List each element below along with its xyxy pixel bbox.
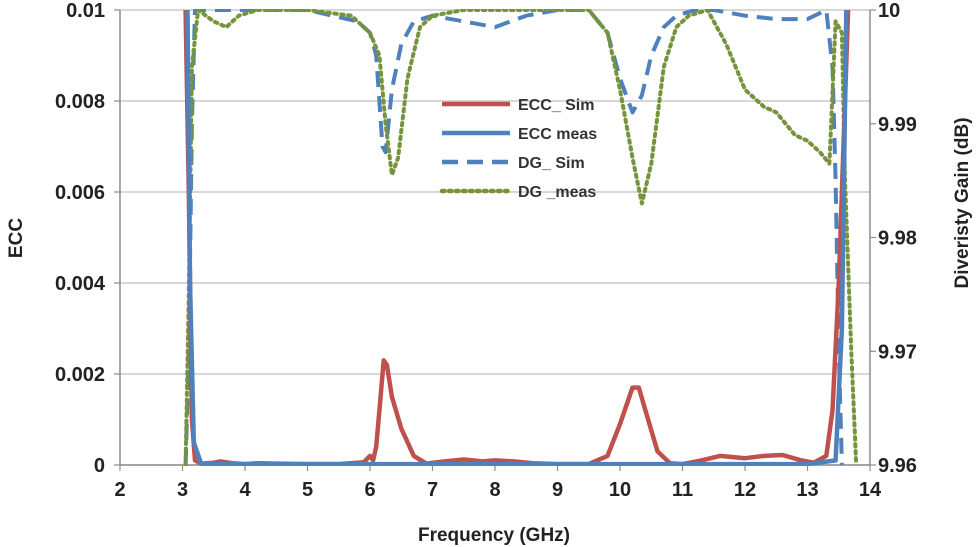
x-tick-label: 8 bbox=[489, 479, 500, 501]
y-tick-label: 0.002 bbox=[55, 364, 105, 386]
series-line-ecc-sim bbox=[183, 9, 851, 466]
y-tick-label: 0.01 bbox=[66, 0, 105, 22]
legend: ECC_ Sim ECC meas DG_ Sim DG _meas bbox=[439, 97, 597, 201]
x-tick-label: 6 bbox=[364, 479, 375, 501]
x-tick-label: 10 bbox=[609, 479, 631, 501]
y-tick-label: 0.004 bbox=[55, 273, 106, 295]
y2-tick-label: 10 bbox=[878, 0, 900, 22]
x-tick-label: 14 bbox=[859, 479, 882, 501]
axes bbox=[114, 9, 876, 471]
x-tick-label: 2 bbox=[114, 479, 125, 501]
y-tick-label: 0.008 bbox=[55, 91, 105, 113]
legend-label: ECC meas bbox=[518, 126, 597, 143]
x-tick-label: 3 bbox=[177, 479, 188, 501]
y-tick-label: 0 bbox=[94, 455, 105, 477]
y2-axis-title: Diveristy Gain (dB) bbox=[952, 117, 973, 288]
series-line-dg-meas bbox=[183, 9, 859, 466]
x-tick-label: 4 bbox=[239, 479, 251, 501]
y2-tick-label: 9.96 bbox=[878, 455, 917, 477]
legend-label: ECC_ Sim bbox=[518, 97, 594, 114]
y2-tick-label: 9.99 bbox=[878, 114, 917, 136]
x-tick-label: 11 bbox=[672, 479, 693, 501]
tick-labels: 2 3 4 5 6 7 8 9 10 11 12 13 14 0 0.002 0.004 0.006 0.008 0… bbox=[55, 0, 917, 501]
y2-tick-label: 9.97 bbox=[878, 341, 917, 363]
x-tick-label: 7 bbox=[427, 479, 438, 501]
x-tick-label: 12 bbox=[734, 479, 756, 501]
legend-label: DG _meas bbox=[518, 184, 596, 201]
x-tick-label: 9 bbox=[552, 479, 563, 501]
legend-label: DG_ Sim bbox=[518, 155, 585, 172]
x-tick-label: 13 bbox=[796, 479, 818, 501]
x-axis-title: Frequency (GHz) bbox=[418, 525, 570, 546]
y-axis-title: ECC bbox=[6, 218, 27, 258]
series-lines bbox=[183, 9, 859, 466]
series-line-dg-sim bbox=[183, 9, 844, 466]
x-tick-label: 5 bbox=[302, 479, 313, 501]
y-tick-label: 0.006 bbox=[55, 182, 105, 204]
series-line-ecc-meas bbox=[185, 9, 849, 466]
y2-tick-label: 9.98 bbox=[878, 228, 917, 250]
gridlines bbox=[120, 9, 870, 466]
